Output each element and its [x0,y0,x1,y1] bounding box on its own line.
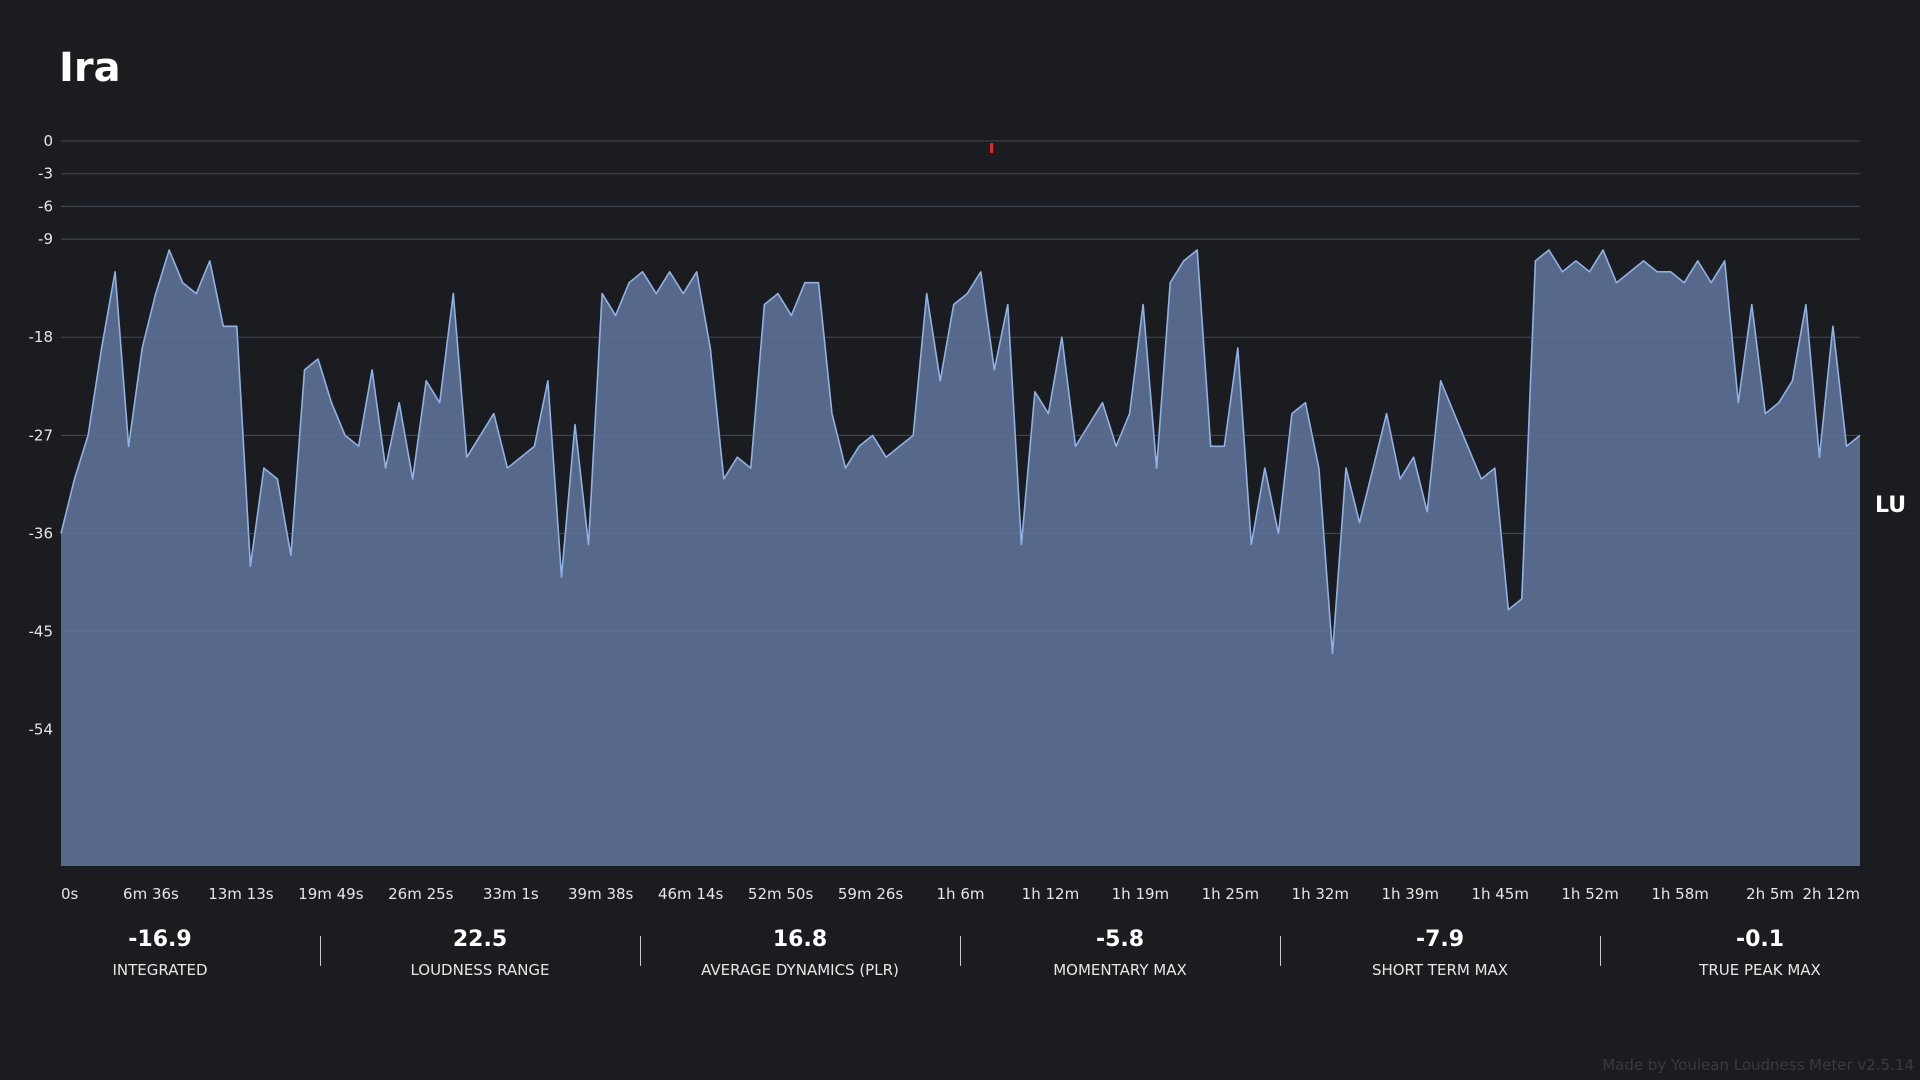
stat-short-term-max: -7.9 SHORT TERM MAX [1280,920,1600,980]
stat-momentary-max: -5.8 MOMENTARY MAX [960,920,1280,980]
stat-label: TRUE PEAK MAX [1699,961,1821,979]
x-tick-label: 1h 6m [937,885,985,903]
x-tick-label: 2h 5m [1746,885,1794,903]
stat-label: AVERAGE DYNAMICS (PLR) [701,961,899,979]
y-tick-label: 0 [43,132,53,150]
stat-average-dynamics: 16.8 AVERAGE DYNAMICS (PLR) [640,920,960,980]
stat-value: 22.5 [452,927,508,952]
x-tick-label: 19m 49s [298,885,364,903]
stat-true-peak-max: -0.1 TRUE PEAK MAX [1600,920,1920,980]
stat-loudness-range: 22.5 LOUDNESS RANGE [320,920,640,980]
x-tick-label: 26m 25s [388,885,454,903]
x-tick-label: 59m 26s [838,885,904,903]
stat-divider [320,936,321,966]
y-tick-label: -27 [29,426,54,444]
stat-label: INTEGRATED [112,961,208,979]
series-area [61,250,1860,866]
credit-text: Made by Youlean Loudness Meter v2.5.14 [1602,1056,1914,1074]
y-tick-label: -3 [38,165,53,183]
x-tick-label: 1h 32m [1292,885,1350,903]
y-tick-label: -9 [38,230,53,248]
x-tick-label: 46m 14s [658,885,724,903]
y-tick-label: -6 [38,197,53,215]
x-tick-label: 0s [61,885,79,903]
loudness-area [60,140,1861,866]
stat-value: -7.9 [1415,927,1465,952]
peak-markers [990,143,994,153]
stat-divider [640,936,641,966]
stat-divider [960,936,961,966]
x-tick-label: 2h 12m [1802,885,1860,903]
stat-value: -5.8 [1095,927,1145,952]
true-peak-marker [990,143,994,153]
x-tick-label: 33m 1s [483,885,539,903]
x-tick-label: 1h 12m [1022,885,1080,903]
y-tick-label: -45 [29,623,54,641]
y-axis: 0 -3 -6 -9 -18 -27 -36 -45 -54 [29,132,54,739]
stat-value: 16.8 [772,927,828,952]
stat-label: MOMENTARY MAX [1053,961,1187,979]
x-tick-label: 1h 39m [1381,885,1439,903]
stat-value: -16.9 [128,927,192,952]
stat-value: -0.1 [1735,927,1785,952]
x-tick-label: 1h 25m [1202,885,1260,903]
stat-label: LOUDNESS RANGE [410,961,550,979]
x-axis: 0s 6m 36s 13m 13s 19m 49s 26m 25s 33m 1s 39m 3… [61,885,1860,903]
stat-divider [1600,936,1601,966]
x-tick-label: 1h 52m [1561,885,1619,903]
series-line [60,249,1861,655]
y-tick-label: -36 [29,524,54,542]
stat-label: SHORT TERM MAX [1371,961,1509,979]
x-tick-label: 13m 13s [208,885,274,903]
x-tick-label: 6m 36s [123,885,179,903]
x-tick-label: 52m 50s [748,885,814,903]
stats-bar: -16.9 INTEGRATED 22.5 LOUDNESS RANGE 16.… [0,920,1920,980]
x-tick-label: 39m 38s [568,885,634,903]
x-tick-label: 1h 19m [1112,885,1170,903]
stat-integrated: -16.9 INTEGRATED [0,920,320,980]
x-tick-label: 1h 58m [1651,885,1709,903]
page-title: Ira [59,45,121,91]
x-tick-label: 1h 45m [1471,885,1529,903]
y-tick-label: -18 [29,328,54,346]
unit-label: LU [1875,493,1906,518]
stat-divider [1280,936,1281,966]
y-tick-label: -54 [29,721,54,739]
